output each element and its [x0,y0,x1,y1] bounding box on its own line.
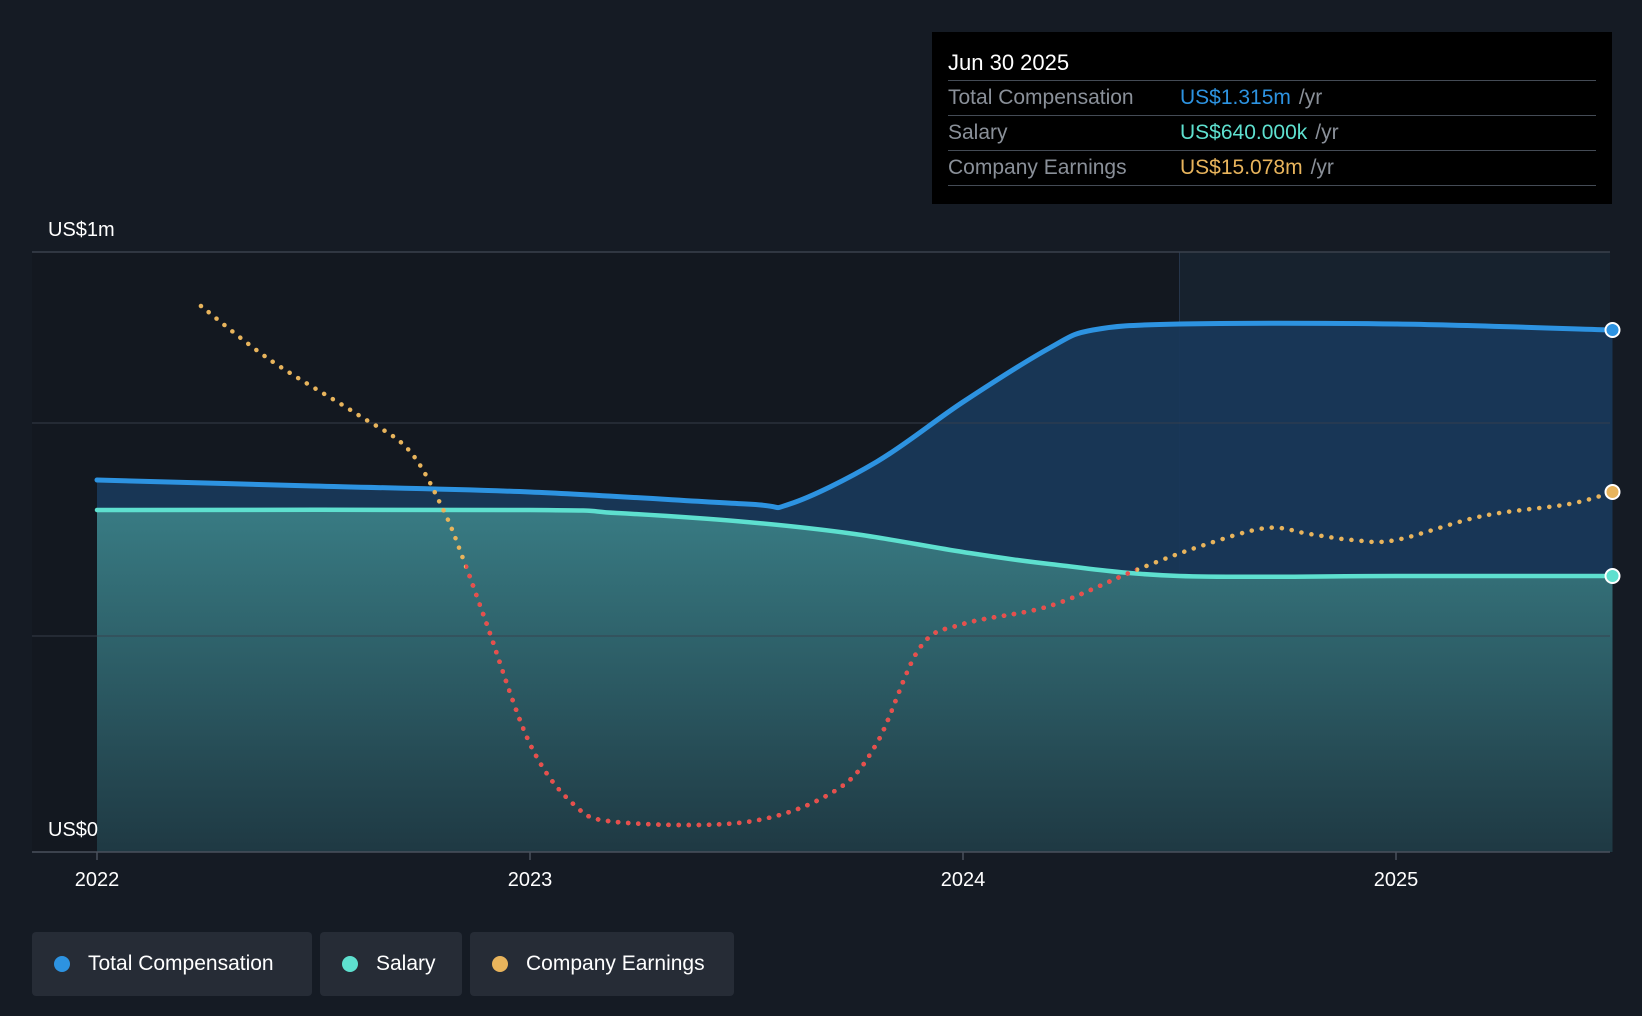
x-tick-label: 2023 [508,869,553,891]
tooltip-label: Salary [948,121,1008,144]
legend-label: Total Compensation [88,952,274,975]
legend-item-company-earnings[interactable]: Company Earnings [470,932,734,996]
legend-dot-icon [54,956,70,972]
legend-dot-icon [342,956,358,972]
x-tick-label: 2025 [1374,869,1419,891]
tooltip-value: US$15.078m [1180,156,1303,179]
salary-line [94,507,1615,580]
y-axis-bottom-label: US$0 [48,819,98,841]
company-earnings-line [198,303,1615,828]
tooltip-row-company-earnings: Company Earnings US$15.078m /yr [948,151,1596,186]
tooltip-label: Total Compensation [948,86,1134,109]
company-earnings-end-marker [1604,484,1621,500]
total-compensation-line [94,320,1615,511]
tooltip-value: US$640.000k [1180,121,1308,144]
legend-dot-icon [492,956,508,972]
tooltip-unit: /yr [1315,121,1339,144]
tooltip-date: Jun 30 2025 [948,46,1596,81]
total-compensation-end-marker [1604,322,1621,338]
salary-end-marker [1604,568,1621,584]
legend-label: Company Earnings [526,952,705,975]
legend-label: Salary [376,952,436,975]
tooltip-unit: /yr [1298,86,1323,109]
hover-tooltip: Jun 30 2025 Total Compensation US$1.315m… [932,32,1612,204]
tooltip-label: Company Earnings [948,156,1127,179]
tooltip-value: US$1.315m [1180,86,1291,109]
x-tick-label: 2024 [941,869,986,891]
tooltip-row-total-compensation: Total Compensation US$1.315m /yr [948,81,1596,116]
legend-item-salary[interactable]: Salary [320,932,462,996]
tooltip-row-salary: Salary US$640.000k /yr [948,116,1596,151]
legend-item-total-compensation[interactable]: Total Compensation [32,932,312,996]
y-axis-top-label: US$1m [48,219,115,241]
x-tick-label: 2022 [75,869,120,891]
tooltip-unit: /yr [1310,156,1334,179]
